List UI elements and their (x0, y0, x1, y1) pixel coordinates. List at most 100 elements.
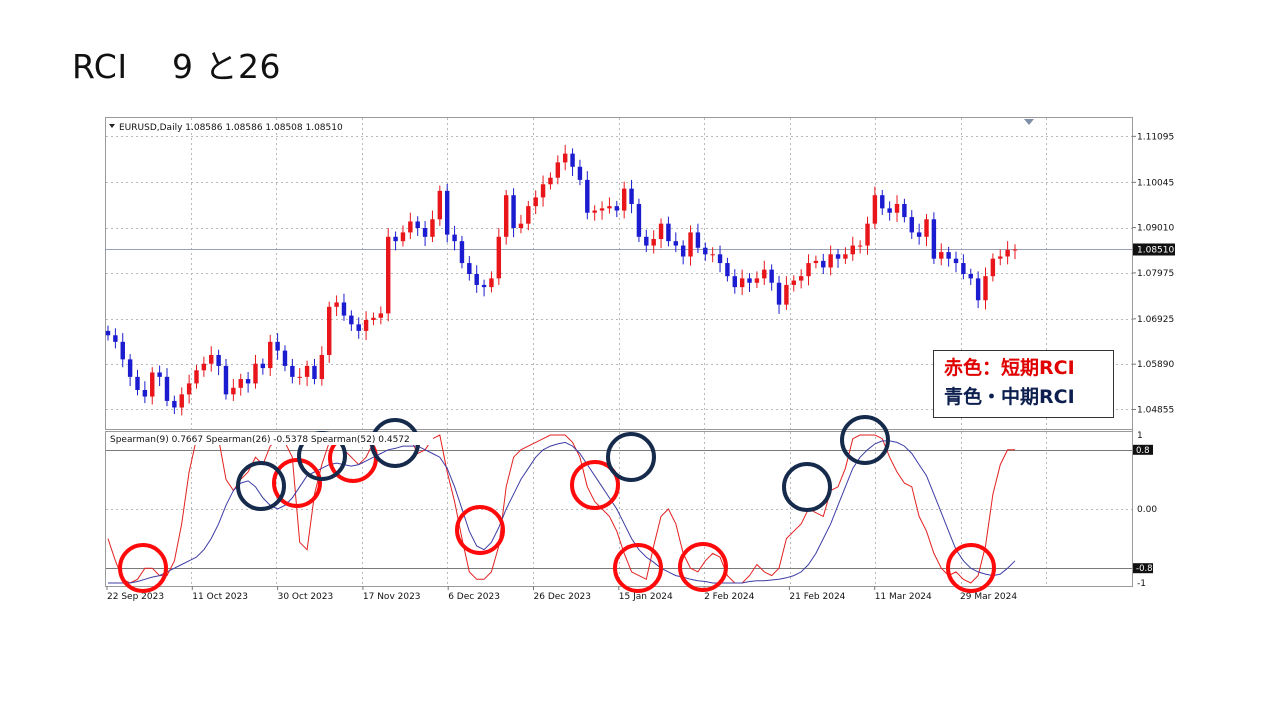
candle-body (422, 228, 428, 237)
candle-body (297, 376, 302, 378)
x-tick-label: 22 Sep 2023 (107, 592, 164, 602)
candle-body (481, 284, 487, 288)
candle-body (902, 203, 907, 218)
rci-level-label: -0.8 (1136, 564, 1153, 574)
candle-body (953, 258, 959, 264)
rci-tick-label: 1 (1137, 431, 1143, 441)
rci-short-line (107, 434, 1015, 584)
candle-body (865, 223, 870, 246)
candle-body (983, 276, 988, 301)
candle-body (135, 376, 140, 390)
x-tick-label: 30 Oct 2023 (278, 592, 334, 602)
red-highlight-circle (455, 505, 505, 555)
red-highlight-circle (946, 543, 996, 593)
candle-body (968, 274, 973, 279)
candle-body (747, 278, 752, 283)
candle-body (621, 188, 627, 211)
candle-body (518, 223, 524, 229)
price-tick-label: 1.06925 (1137, 315, 1174, 325)
chart-menu-icon[interactable] (109, 124, 115, 128)
candle-body (223, 365, 229, 395)
candle-body (260, 363, 266, 369)
candle-body (762, 269, 767, 279)
candle-body (150, 372, 155, 397)
candle-body (371, 317, 376, 320)
candle-body (216, 354, 221, 366)
candle-body (776, 282, 782, 305)
candle-body (599, 208, 605, 211)
candle-body (312, 365, 317, 380)
price-tick-label: 1.11095 (1137, 132, 1174, 142)
red-highlight-circle (118, 543, 168, 593)
rci-level-label: 0.8 (1136, 446, 1150, 456)
candle-body (319, 354, 325, 380)
candle-body (835, 254, 841, 259)
candle-body (113, 335, 118, 342)
candle-body (680, 245, 686, 257)
candle-body (238, 379, 243, 388)
chart-title: EURUSD,Daily 1.08586 1.08586 1.08508 1.0… (119, 123, 343, 133)
candle-body (717, 254, 723, 264)
candle-body (732, 276, 738, 288)
candle-body (268, 341, 273, 369)
candle-body (142, 389, 148, 397)
current-price-label: 1.08510 (1137, 245, 1174, 255)
rci-tick-label: -1 (1137, 579, 1146, 589)
rci-legend-bg (109, 432, 433, 445)
candle-body (356, 324, 361, 331)
candle-body (341, 302, 347, 316)
rci-axis: 1 0.00 -1 0.8 -0.8 (1133, 431, 1157, 589)
candle-body (636, 203, 642, 237)
candle-body (791, 280, 796, 285)
candle-body (540, 184, 546, 198)
candle-body (172, 400, 177, 408)
candle-body (511, 195, 516, 229)
navy-highlight-circle (840, 415, 890, 465)
candle-body (444, 190, 450, 235)
candle-body (459, 241, 465, 264)
scroll-marker-icon[interactable] (1024, 119, 1034, 125)
candle-body (784, 284, 789, 305)
candle-body (666, 223, 671, 242)
x-tick-label: 17 Nov 2023 (363, 592, 421, 602)
legend-box: 赤色：短期RCI 青色・中期RCI (933, 350, 1114, 418)
candle-body (105, 330, 111, 336)
candle-body (592, 210, 597, 213)
candle-body (695, 232, 701, 248)
candle-body (245, 379, 251, 384)
candle-body (179, 394, 184, 408)
candle-body (644, 236, 649, 246)
candle-body (577, 166, 583, 180)
candle-body (127, 359, 133, 377)
candle-body (688, 232, 693, 257)
chart-area: 1.11095 1.10045 1.09010 1.07975 1.06925 1.058… (105, 117, 1176, 605)
rci-lines-group (107, 434, 1016, 584)
legend-mid-rci: 青色・中期RCI (944, 386, 1075, 408)
candle-body (828, 254, 833, 268)
candle-body (703, 247, 708, 255)
candle-body (400, 232, 406, 242)
candle-body (363, 319, 369, 331)
legend-short-rci: 赤色：短期RCI (944, 357, 1075, 379)
candle-body (570, 153, 575, 167)
candle-body (408, 221, 413, 233)
candle-body (186, 383, 192, 395)
candle-body (253, 363, 258, 384)
candle-body (658, 223, 664, 239)
candle-body (850, 245, 855, 255)
candle-body (437, 190, 443, 220)
candle-body (916, 232, 922, 237)
slide-title: RCI 9 と26 (72, 47, 282, 86)
candle-body (120, 341, 125, 360)
navy-highlight-circle (782, 462, 832, 512)
price-axis: 1.11095 1.10045 1.09010 1.07975 1.06925 1.058… (1132, 132, 1175, 415)
candles-group (105, 144, 1018, 416)
red-highlight-circle (678, 542, 728, 592)
candle-body (201, 363, 207, 371)
candle-body (282, 350, 288, 366)
candle-body (503, 195, 509, 237)
red-highlight-circle (570, 460, 620, 510)
rci-legend-text: Spearman(9) 0.7667 Spearman(26) -0.5378 … (110, 435, 410, 445)
x-tick-label: 6 Dec 2023 (448, 592, 500, 602)
price-tick-label: 1.10045 (1137, 178, 1174, 188)
